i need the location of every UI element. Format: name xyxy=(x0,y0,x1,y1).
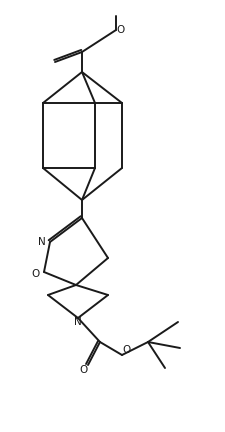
Text: O: O xyxy=(32,269,40,279)
Text: O: O xyxy=(122,345,130,355)
Text: O: O xyxy=(79,365,88,375)
Text: O: O xyxy=(116,25,125,35)
Text: N: N xyxy=(74,317,81,327)
Text: N: N xyxy=(38,237,46,247)
